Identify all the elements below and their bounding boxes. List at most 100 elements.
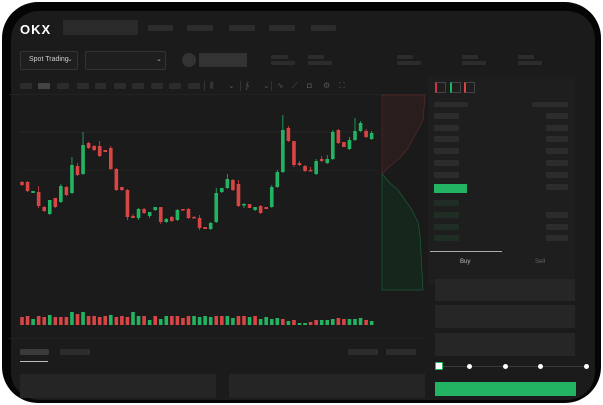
interval-button[interactable] <box>95 83 106 89</box>
fullscreen-icon[interactable]: ⛶ <box>339 81 345 90</box>
candle <box>142 208 146 214</box>
indicator-icon[interactable]: ∱ <box>245 81 250 90</box>
tab-sell[interactable]: Sell <box>535 259 546 265</box>
pair-select[interactable]: ⌄ <box>85 51 166 70</box>
interval-button[interactable] <box>188 83 200 89</box>
interval-button[interactable] <box>20 83 32 89</box>
candle-body <box>120 187 124 190</box>
camera-icon[interactable]: ◘ <box>307 81 312 90</box>
candle <box>81 132 85 175</box>
candle <box>342 142 346 147</box>
volume-bar <box>36 316 41 325</box>
volume-bar <box>319 320 324 325</box>
slider-handle[interactable] <box>435 362 443 370</box>
volume-bar <box>59 317 63 325</box>
ask-price[interactable] <box>434 136 459 142</box>
bid-price[interactable] <box>434 212 459 218</box>
bottom-divider <box>9 338 427 339</box>
tab-buy[interactable]: Buy <box>460 259 471 265</box>
ruler-icon[interactable]: ⟋ <box>292 81 298 90</box>
candle <box>109 146 113 170</box>
nav-item[interactable] <box>148 25 173 31</box>
volume-bar <box>164 316 169 325</box>
bid-price[interactable] <box>434 224 459 230</box>
volume-bar <box>236 316 241 325</box>
chevron-down-icon[interactable]: ⌄ <box>263 81 270 90</box>
candle <box>319 156 324 162</box>
interval-button[interactable] <box>151 83 163 89</box>
divider <box>240 81 241 91</box>
candle-body <box>97 146 102 156</box>
candle-body <box>297 163 302 165</box>
interval-button[interactable] <box>77 83 89 89</box>
market-type-select[interactable]: Spot Trading ⌄ <box>20 51 78 70</box>
candle-body <box>25 182 30 191</box>
nav-item[interactable] <box>269 25 295 31</box>
bid-price[interactable] <box>434 200 459 206</box>
slider-mark-100[interactable] <box>584 364 589 369</box>
last-price-highlight[interactable] <box>434 184 467 193</box>
divider <box>271 81 272 91</box>
bottom-action[interactable] <box>348 349 378 355</box>
slider-mark-25[interactable] <box>467 364 472 369</box>
interval-button[interactable] <box>114 83 126 89</box>
slider-track[interactable] <box>438 366 588 367</box>
wave-icon[interactable]: ∿ <box>277 81 284 90</box>
nav-item[interactable] <box>311 25 336 31</box>
orderbook-bids-icon[interactable] <box>450 82 461 93</box>
nav-item[interactable] <box>229 25 255 31</box>
ask-price[interactable] <box>434 172 459 178</box>
volume-bar <box>247 317 252 325</box>
bottom-action[interactable] <box>386 349 416 355</box>
orderbook-both-icon[interactable] <box>435 82 446 93</box>
tab-order-history[interactable] <box>60 349 90 355</box>
candle-body <box>247 204 252 208</box>
candle <box>331 130 335 160</box>
total-input[interactable] <box>435 333 575 356</box>
candle-body <box>36 192 41 206</box>
interval-button[interactable] <box>57 83 69 89</box>
candle-body <box>175 210 180 220</box>
candle <box>75 163 80 176</box>
chevron-down-icon: ⌄ <box>156 56 162 63</box>
candle <box>158 207 163 224</box>
ask-price[interactable] <box>434 160 459 166</box>
interval-button-active[interactable] <box>38 83 50 89</box>
slider-mark-50[interactable] <box>503 364 508 369</box>
ask-price[interactable] <box>434 113 459 119</box>
candle <box>59 184 63 203</box>
volume-bar <box>308 322 313 325</box>
slider-mark-75[interactable] <box>538 364 543 369</box>
candle <box>286 126 291 142</box>
interval-button[interactable] <box>132 83 144 89</box>
volume-bar <box>86 316 91 325</box>
amount-input[interactable] <box>435 305 575 328</box>
ask-price[interactable] <box>434 125 459 131</box>
gear-icon[interactable]: ⚙ <box>323 81 331 90</box>
search-bar[interactable] <box>63 20 138 35</box>
price-input[interactable] <box>435 279 575 301</box>
candle-icon[interactable]: ⫼ <box>210 81 214 90</box>
volume-bar <box>109 315 113 325</box>
volume-bar <box>303 323 307 325</box>
candle <box>86 142 91 149</box>
candle-body <box>264 207 268 209</box>
candle <box>347 137 352 150</box>
candle <box>292 141 296 167</box>
nav-item[interactable] <box>187 25 213 31</box>
ask-price[interactable] <box>434 148 459 154</box>
tab-open-orders[interactable] <box>20 349 49 355</box>
okx-logo[interactable]: OKX <box>20 22 52 37</box>
candle-body <box>336 130 341 143</box>
bid-price[interactable] <box>434 235 459 241</box>
candle <box>247 204 252 208</box>
candle-body <box>314 161 318 174</box>
candle <box>175 209 180 221</box>
chevron-down-icon[interactable]: ⌄ <box>228 81 235 90</box>
buy-button[interactable] <box>435 382 576 396</box>
orderbook-asks-icon[interactable] <box>464 82 475 93</box>
candle <box>97 141 102 157</box>
volume-bar <box>292 320 296 325</box>
interval-button[interactable] <box>169 83 181 89</box>
